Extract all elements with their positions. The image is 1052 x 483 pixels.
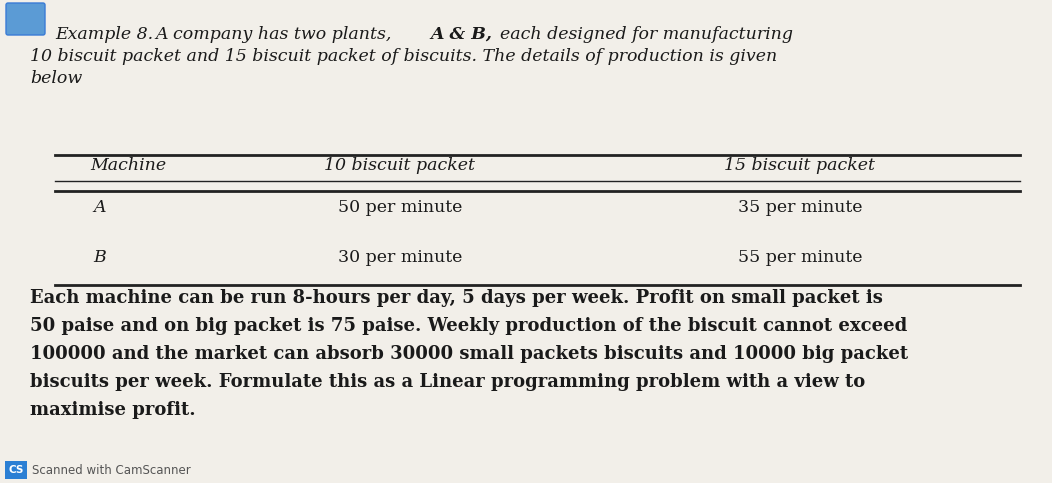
- Text: 15 biscuit packet: 15 biscuit packet: [725, 157, 875, 174]
- Text: 30 per minute: 30 per minute: [338, 250, 462, 267]
- Text: B: B: [94, 250, 106, 267]
- Text: 50 paise and on big packet is 75 paise. Weekly production of the biscuit cannot : 50 paise and on big packet is 75 paise. …: [31, 317, 907, 335]
- Text: Each machine can be run 8-hours per day, 5 days per week. Profit on small packet: Each machine can be run 8-hours per day,…: [31, 289, 883, 307]
- Text: Machine: Machine: [90, 157, 166, 174]
- Text: 100000 and the market can absorb 30000 small packets biscuits and 10000 big pack: 100000 and the market can absorb 30000 s…: [31, 345, 908, 363]
- Text: CS: CS: [8, 465, 24, 475]
- Text: 10 biscuit packet: 10 biscuit packet: [324, 157, 476, 174]
- Text: A & B,: A & B,: [430, 26, 492, 43]
- Text: 35 per minute: 35 per minute: [737, 199, 863, 216]
- Text: 55 per minute: 55 per minute: [737, 250, 863, 267]
- Text: 50 per minute: 50 per minute: [338, 199, 462, 216]
- Text: Scanned with CamScanner: Scanned with CamScanner: [32, 464, 190, 477]
- Text: Example 8.: Example 8.: [55, 26, 154, 43]
- Text: 10 biscuit packet and 15 biscuit packet of biscuits. The details of production i: 10 biscuit packet and 15 biscuit packet …: [31, 48, 777, 65]
- Text: each designed for manufacturing: each designed for manufacturing: [500, 26, 793, 43]
- Text: A company has two plants,: A company has two plants,: [155, 26, 391, 43]
- FancyBboxPatch shape: [6, 3, 45, 35]
- Text: below: below: [31, 70, 82, 87]
- Text: A: A: [94, 199, 106, 216]
- Text: maximise profit.: maximise profit.: [31, 401, 196, 419]
- FancyBboxPatch shape: [5, 461, 27, 479]
- Text: biscuits per week. Formulate this as a Linear programming problem with a view to: biscuits per week. Formulate this as a L…: [31, 373, 865, 391]
